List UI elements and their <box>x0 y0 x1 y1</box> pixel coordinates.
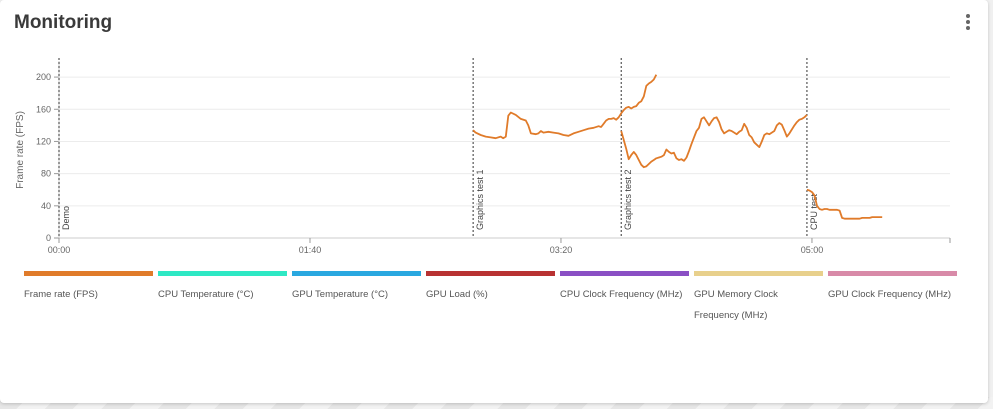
marker-label: Demo <box>61 206 71 230</box>
legend-item[interactable]: GPU Load (%) <box>426 271 555 305</box>
series-line-frame-rate <box>620 114 808 169</box>
test-markers: Demo Graphics test 1 Graphics test 2 CPU te… <box>58 58 819 238</box>
legend-swatch <box>694 271 823 276</box>
legend-item[interactable]: GPU Clock Frequency (MHz) <box>828 271 957 305</box>
legend-swatch <box>24 271 153 276</box>
y-tick-label: 40 <box>41 201 51 211</box>
legend-label: GPU Load (%) <box>426 289 488 300</box>
y-tick-label: 120 <box>36 136 51 146</box>
y-tick-label: 160 <box>36 104 51 114</box>
marker-label: Graphics test 1 <box>475 169 485 230</box>
legend-swatch <box>560 271 689 276</box>
y-tick-label: 0 <box>46 233 51 243</box>
y-axis-label: Frame rate (FPS) <box>15 111 26 189</box>
frame-rate-chart: 0 40 80 120 160 200 00:00 01:40 03:20 05:00 Demo… <box>15 58 951 255</box>
marker-label: CPU test <box>809 193 819 230</box>
y-axis-ticks: 0 40 80 120 160 200 <box>36 61 60 243</box>
series-line-frame-rate <box>806 188 883 220</box>
more-options-icon[interactable] <box>962 14 974 32</box>
legend-label: CPU Temperature (°C) <box>158 289 254 300</box>
legend-label: GPU Clock Frequency (MHz) <box>828 289 951 300</box>
legend-label: GPU Temperature (°C) <box>292 289 389 300</box>
legend-item[interactable]: CPU Clock Frequency (MHz) <box>560 271 689 305</box>
y-tick-label: 80 <box>41 169 51 179</box>
legend-item[interactable]: CPU Temperature (°C) <box>158 271 287 305</box>
x-tick-label: 05:00 <box>801 245 824 255</box>
x-axis-ticks: 00:00 01:40 03:20 05:00 <box>48 237 951 255</box>
legend-swatch <box>158 271 287 276</box>
legend-label: Frame rate (FPS) <box>24 289 98 300</box>
card-title: Monitoring <box>14 12 113 33</box>
x-tick-label: 01:40 <box>299 245 322 255</box>
legend-item[interactable]: Frame rate (FPS) <box>24 271 153 305</box>
series-lines <box>472 74 883 220</box>
x-tick-label: 03:20 <box>550 245 573 255</box>
chart-legend: Frame rate (FPS) CPU Temperature (°C) GPU … <box>24 271 961 331</box>
x-tick-label: 00:00 <box>48 245 71 255</box>
series-line-frame-rate <box>472 74 658 140</box>
legend-item[interactable]: GPU Memory Clock Frequency (MHz) <box>694 271 823 326</box>
legend-item[interactable]: GPU Temperature (°C) <box>292 271 421 305</box>
legend-label: CPU Clock Frequency (MHz) <box>560 289 683 300</box>
legend-swatch <box>828 271 957 276</box>
legend-label: GPU Memory Clock Frequency (MHz) <box>694 289 778 321</box>
chart-grid <box>59 76 950 207</box>
marker-label: Graphics test 2 <box>623 169 633 230</box>
y-tick-label: 200 <box>36 72 51 82</box>
legend-swatch <box>426 271 555 276</box>
legend-swatch <box>292 271 421 276</box>
